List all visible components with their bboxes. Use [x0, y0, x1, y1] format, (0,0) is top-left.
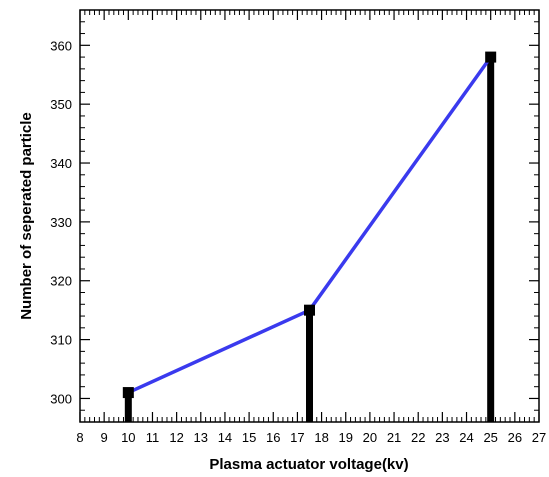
x-tick-label: 14 — [218, 430, 232, 445]
y-tick-label: 310 — [50, 333, 72, 348]
y-tick-label: 330 — [50, 215, 72, 230]
y-tick-label: 340 — [50, 156, 72, 171]
y-tick-label: 320 — [50, 274, 72, 289]
x-tick-label: 21 — [387, 430, 401, 445]
x-tick-label: 13 — [194, 430, 208, 445]
x-tick-label: 17 — [290, 430, 304, 445]
y-tick-label: 300 — [50, 391, 72, 406]
x-tick-label: 23 — [435, 430, 449, 445]
x-tick-label: 19 — [339, 430, 353, 445]
x-tick-label: 9 — [101, 430, 108, 445]
x-axis-title: Plasma actuator voltage(kv) — [209, 456, 408, 473]
x-tick-label: 16 — [266, 430, 280, 445]
x-tick-label: 22 — [411, 430, 425, 445]
x-tick-label: 20 — [363, 430, 377, 445]
x-tick-label: 12 — [169, 430, 183, 445]
x-tick-label: 24 — [459, 430, 473, 445]
minor-ticks — [80, 9, 539, 423]
x-tick-labels: 8 9 10 11 12 13 14 15 16 17 18 19 20 21 22 23 24 25 26 27 — [76, 430, 546, 445]
x-tick-label: 25 — [483, 430, 497, 445]
y-tick-label: 360 — [50, 38, 72, 53]
y-tick-labels: 300 310 320 330 340 350 360 — [50, 38, 72, 406]
x-tick-label: 10 — [121, 430, 135, 445]
x-tick-label: 27 — [532, 430, 546, 445]
y-tick-label: 350 — [50, 97, 72, 112]
y-axis-title: Number of seperated particle — [18, 112, 35, 320]
data-point-marker — [122, 387, 134, 399]
x-tick-label: 18 — [314, 430, 328, 445]
x-tick-label: 11 — [146, 430, 160, 445]
x-tick-label: 15 — [242, 430, 256, 445]
x-tick-label: 8 — [76, 430, 83, 445]
data-markers — [122, 51, 497, 399]
data-point-marker — [304, 304, 315, 316]
data-point-marker — [485, 51, 497, 63]
x-tick-label: 26 — [508, 430, 522, 445]
